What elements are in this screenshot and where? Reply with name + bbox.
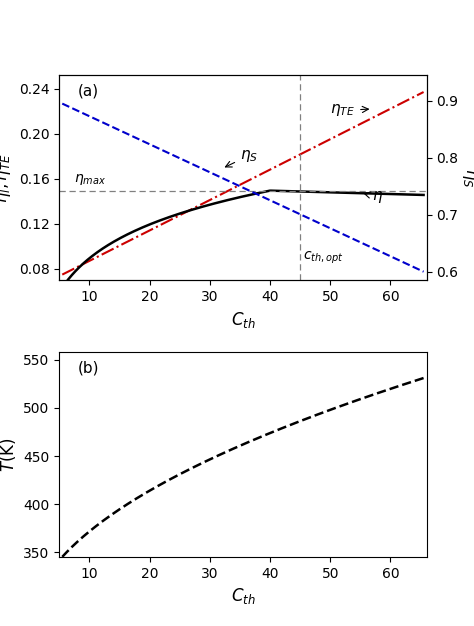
Text: $\eta_{max}$: $\eta_{max}$ [74, 172, 106, 187]
Y-axis label: $\eta_l, \eta_{TE}$: $\eta_l, \eta_{TE}$ [0, 153, 13, 203]
Text: $\eta_{TE}$: $\eta_{TE}$ [330, 103, 368, 118]
Text: $c_{th,opt}$: $c_{th,opt}$ [303, 249, 344, 265]
Y-axis label: $\eta_S$: $\eta_S$ [460, 168, 474, 187]
Text: $\eta_S$: $\eta_S$ [226, 148, 258, 167]
Y-axis label: $T$(K): $T$(K) [0, 438, 18, 472]
Text: (b): (b) [78, 360, 99, 375]
Text: (a): (a) [78, 83, 99, 98]
Text: $\eta$: $\eta$ [364, 189, 383, 205]
X-axis label: $C_{th}$: $C_{th}$ [230, 309, 255, 329]
X-axis label: $C_{th}$: $C_{th}$ [230, 587, 255, 607]
